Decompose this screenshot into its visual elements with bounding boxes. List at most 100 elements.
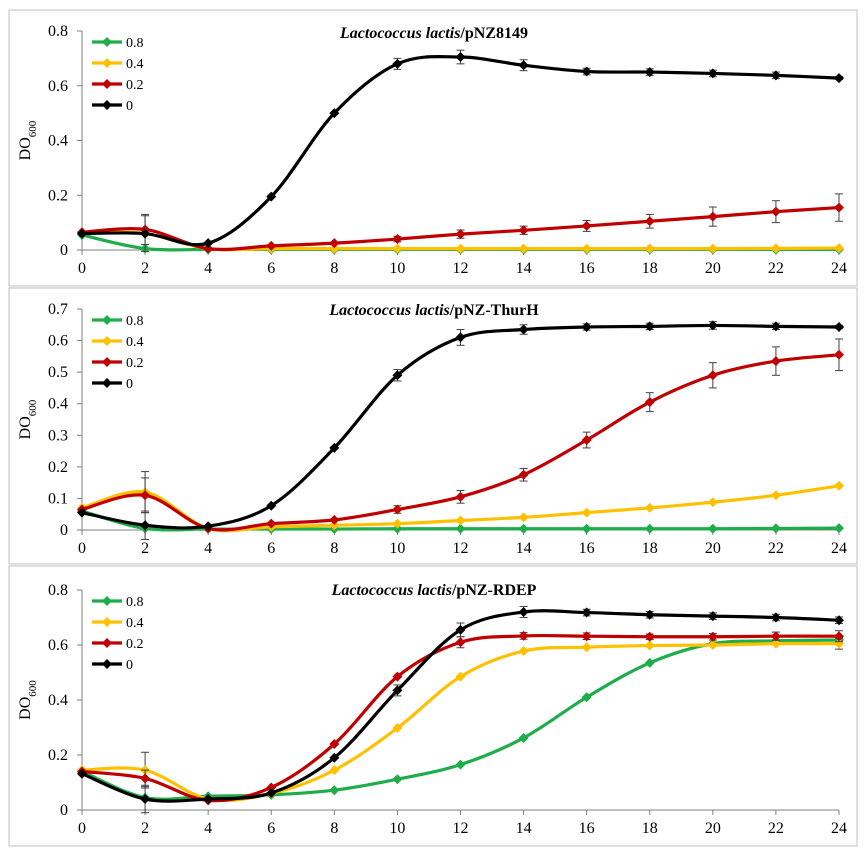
chart-title: Lactococcus lactis/pNZ-ThurH [328,302,539,319]
x-tick-label: 24 [831,260,847,277]
x-tick-label: 12 [453,540,469,557]
data-point [644,216,655,227]
data-point [581,66,592,77]
x-tick-label: 12 [453,260,469,277]
y-tick-label: 0.4 [48,692,68,709]
data-point [834,615,844,626]
data-point [707,370,718,381]
x-tick-label: 12 [453,820,469,837]
x-tick-label: 22 [768,540,784,557]
data-point [329,442,340,453]
series-line [80,641,841,803]
legend-label: 0.2 [126,78,144,93]
x-tick-label: 20 [705,540,721,557]
data-point [140,773,151,784]
x-tick-label: 24 [831,820,847,837]
legend-label: 0.8 [126,595,144,610]
data-point [581,692,592,703]
data-point [707,243,718,254]
data-point [770,523,781,534]
data-point [581,523,592,534]
chart-title-plasmid: /pNZ8149 [459,25,528,42]
legend: 0.8 0.4 0.2 0 [92,595,144,673]
data-point [581,220,592,231]
data-point [834,523,844,534]
y-tick-label: 0 [60,522,68,539]
data-point [518,630,529,641]
y-tick-label: 0.6 [48,637,68,654]
y-tick-label: 0.6 [48,333,68,350]
legend-item-0.4: 0.4 [92,616,144,631]
y-tick-label: 0 [60,802,68,819]
x-tick-label: 6 [267,260,275,277]
data-point [392,518,403,529]
x-tick-label: 10 [389,260,405,277]
series-line [80,633,841,803]
legend-label: 0.2 [126,356,144,371]
data-point [834,480,844,491]
data-point [455,523,466,534]
data-point [644,397,655,408]
legend-swatch-marker [102,100,112,110]
x-tick-label: 6 [267,820,275,837]
data-point [770,356,781,367]
chart-title-species: Lactococcus lactis [339,25,460,42]
data-point [266,518,277,529]
data-point [455,229,466,240]
legend-label: 0.8 [126,314,144,329]
legend-item-0.2: 0.2 [92,78,144,93]
y-axis-label-sub: 600 [27,120,39,137]
data-point [518,646,529,657]
data-point [455,624,466,635]
legend-swatch-marker [102,617,112,627]
data-point [518,243,529,254]
x-tick-label: 4 [204,260,212,277]
data-point [392,671,403,682]
x-tick-label: 14 [516,820,532,837]
y-tick-label: 0.7 [48,301,68,318]
x-tick-label: 4 [204,820,212,837]
x-tick-label: 16 [579,540,595,557]
data-point [770,70,781,81]
data-point [266,240,277,251]
legend-label: 0.2 [126,637,144,652]
data-point [518,512,529,523]
data-point [834,321,844,332]
data-point [581,321,592,332]
y-axis-label-main: DO [17,416,34,439]
x-tick-label: 22 [768,820,784,837]
series-0.2 [77,338,844,534]
data-point [834,73,844,84]
x-tick-label: 16 [579,820,595,837]
series-0 [77,49,844,252]
legend-item-0: 0 [92,658,133,673]
data-point [644,243,655,254]
data-point [518,324,529,335]
data-point [266,787,277,798]
data-point [707,640,718,650]
data-point [770,638,781,649]
legend-swatch-marker [102,596,112,606]
series-0 [77,320,844,540]
data-point [203,238,214,249]
y-tick-label: 0.8 [48,582,68,599]
legend-item-0: 0 [92,99,133,114]
panel-frame [8,287,858,565]
panel-frame [8,9,858,287]
data-point [329,752,340,763]
series-0 [77,606,844,814]
data-point [392,504,403,515]
data-point [707,497,718,508]
series-0.8 [77,635,844,803]
x-tick-label: 6 [267,540,275,557]
chart-panel-3: 00.20.40.60.80 2 4 6 8 10 12 14 16 18 20 22 24DO600L… [8,565,858,847]
data-point [392,523,403,534]
data-point [644,523,655,534]
legend-item-0.8: 0.8 [92,314,144,329]
data-point [140,794,151,804]
data-point [581,507,592,518]
data-point [329,520,340,531]
legend-item-0.8: 0.8 [92,36,144,51]
data-point [455,491,466,502]
